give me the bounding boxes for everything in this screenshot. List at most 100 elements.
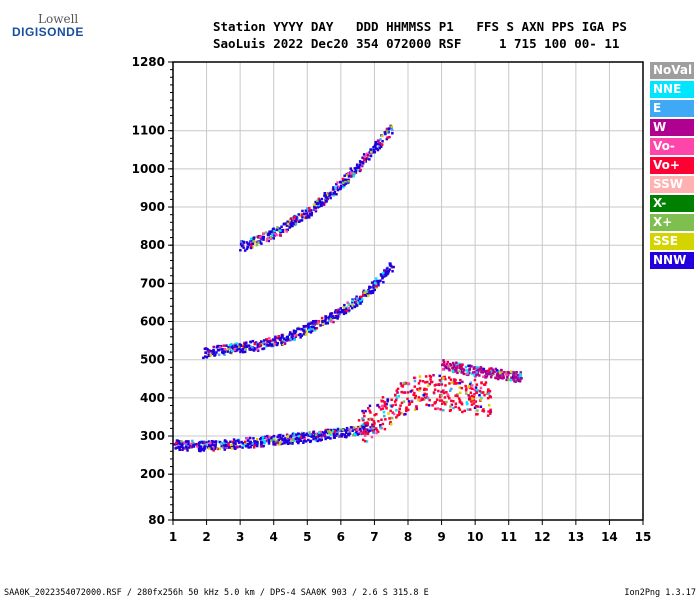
data-point: [237, 345, 240, 349]
data-point: [247, 446, 250, 449]
data-point: [449, 378, 453, 381]
data-point: [473, 388, 476, 392]
data-point: [199, 447, 203, 451]
data-point: [260, 342, 263, 345]
data-point: [470, 365, 473, 368]
data-point: [255, 243, 259, 247]
data-point: [308, 328, 311, 332]
data-point: [451, 381, 454, 384]
data-point: [512, 377, 515, 381]
data-point: [280, 336, 283, 339]
data-point: [311, 322, 314, 325]
data-point: [208, 354, 211, 358]
data-point: [279, 229, 282, 232]
data-point: [295, 217, 298, 220]
data-point: [343, 174, 346, 177]
data-point: [492, 370, 496, 373]
data-point: [281, 228, 285, 232]
data-point: [453, 365, 456, 368]
data-point: [413, 391, 416, 395]
data-point: [283, 342, 287, 345]
data-point: [312, 430, 315, 434]
data-point: [263, 441, 266, 445]
data-point: [194, 443, 197, 446]
data-point: [198, 449, 201, 452]
data-point: [474, 369, 478, 372]
data-point: [343, 433, 346, 436]
data-point: [233, 447, 237, 450]
data-point: [473, 378, 477, 382]
data-point: [466, 372, 469, 375]
data-point: [296, 327, 299, 331]
data-point: [235, 349, 239, 352]
data-point: [269, 235, 273, 239]
data-point: [241, 348, 244, 351]
data-point: [292, 434, 295, 438]
data-point: [317, 322, 320, 326]
data-point: [465, 369, 469, 372]
data-point: [219, 347, 222, 350]
data-point: [352, 174, 355, 178]
data-point: [297, 333, 301, 337]
data-point: [284, 339, 288, 342]
data-point: [264, 345, 268, 348]
data-point: [417, 396, 421, 399]
data-point: [279, 441, 282, 444]
data-point: [394, 403, 397, 406]
data-point: [489, 369, 493, 372]
data-point: [207, 445, 211, 449]
data-point: [404, 381, 407, 385]
data-point: [444, 403, 447, 406]
data-point: [476, 388, 479, 392]
data-point: [428, 398, 431, 402]
data-point: [403, 391, 407, 394]
data-point: [356, 428, 359, 431]
data-point: [458, 400, 462, 404]
data-point: [364, 430, 367, 433]
data-point: [246, 444, 250, 447]
data-point: [482, 408, 485, 411]
data-point: [203, 347, 207, 351]
data-point: [196, 442, 199, 446]
data-point: [389, 409, 392, 413]
data-point: [326, 428, 330, 432]
data-point: [324, 317, 327, 320]
data-point: [515, 371, 518, 374]
data-point: [214, 443, 217, 446]
data-point: [240, 344, 243, 347]
data-point: [462, 372, 466, 375]
data-point: [468, 383, 472, 386]
data-point: [317, 203, 320, 207]
data-point: [340, 435, 343, 438]
x-tick-label: 10: [467, 530, 484, 544]
data-point: [456, 394, 459, 398]
data-point: [355, 163, 359, 166]
data-point: [210, 440, 214, 443]
data-point: [475, 413, 478, 416]
data-point: [431, 404, 434, 407]
data-point: [457, 397, 461, 400]
data-point: [467, 398, 471, 401]
data-point: [292, 439, 296, 442]
data-point: [362, 158, 366, 161]
data-point: [398, 412, 401, 415]
data-point: [413, 408, 417, 411]
data-point: [329, 318, 333, 321]
data-point: [371, 291, 374, 294]
data-point: [472, 399, 475, 402]
data-point: [422, 394, 426, 397]
data-point: [291, 438, 295, 441]
data-point: [275, 228, 278, 231]
data-point: [459, 366, 462, 369]
data-point: [341, 177, 345, 181]
data-point: [256, 441, 259, 444]
data-point: [424, 375, 428, 378]
data-point: [181, 448, 184, 451]
data-point: [289, 334, 293, 337]
data-point: [262, 444, 265, 448]
data-point: [291, 224, 294, 227]
data-point: [499, 368, 503, 372]
data-point: [215, 446, 218, 450]
data-point: [355, 431, 358, 435]
data-point: [406, 391, 410, 394]
